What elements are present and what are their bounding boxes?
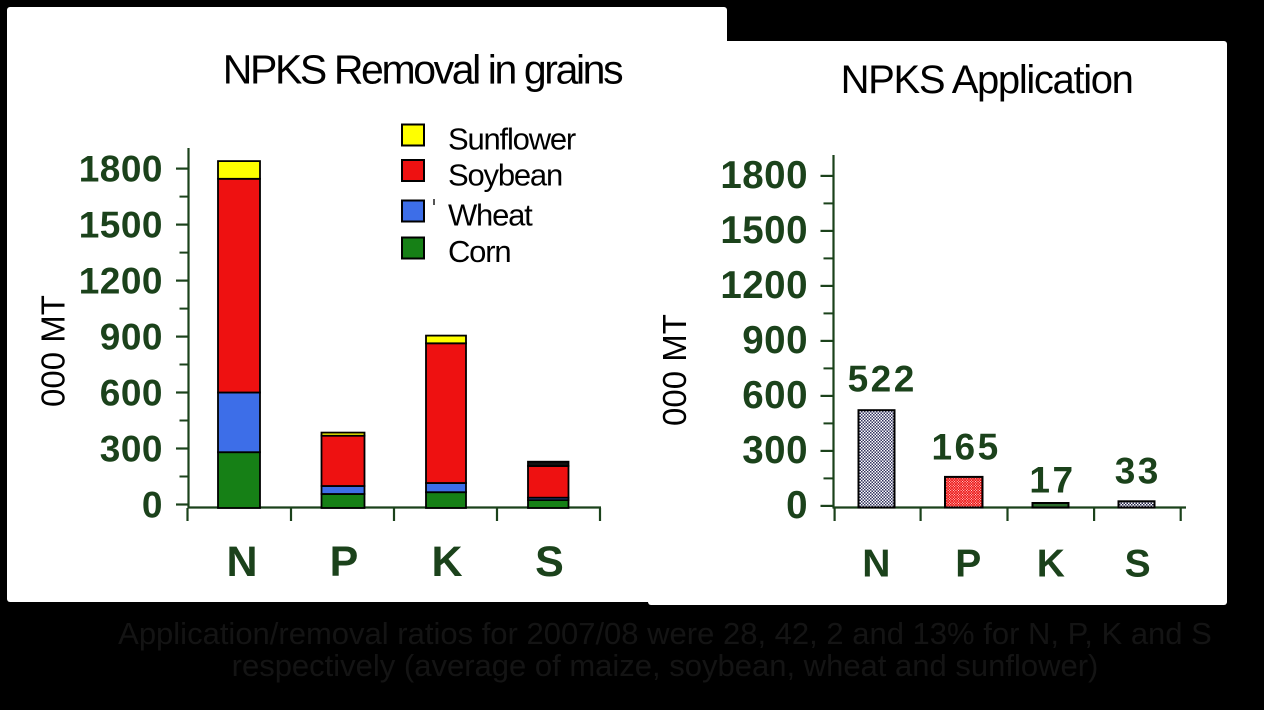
svg-text:600: 600 [100, 372, 163, 413]
svg-text:P: P [330, 538, 359, 586]
svg-text:Soybean: Soybean [448, 158, 562, 193]
svg-text:1800: 1800 [79, 149, 163, 190]
svg-text:000 MT: 000 MT [35, 295, 72, 407]
svg-text:165: 165 [931, 426, 1000, 467]
svg-text:300: 300 [100, 428, 163, 469]
svg-text:NPKS Application: NPKS Application [841, 58, 1133, 102]
svg-text:000 MT: 000 MT [656, 314, 693, 426]
svg-text:K: K [1037, 542, 1065, 585]
svg-text:0: 0 [142, 484, 163, 525]
svg-text:Corn: Corn [448, 234, 510, 269]
svg-text:900: 900 [100, 317, 163, 358]
svg-text:Sunflower: Sunflower [448, 122, 576, 157]
svg-text:NPKS Removal in grains: NPKS Removal in grains [223, 47, 623, 93]
svg-text:0: 0 [786, 484, 808, 527]
svg-text:P: P [955, 542, 981, 585]
svg-text:17: 17 [1029, 460, 1075, 501]
svg-text:Application/removal ratios for: Application/removal ratios for 2007/08 w… [118, 616, 1212, 651]
svg-text:33: 33 [1115, 451, 1161, 492]
svg-text:S: S [535, 538, 564, 586]
svg-text:respectively (average of maize: respectively (average of maize, soybean,… [232, 648, 1099, 683]
svg-text:1500: 1500 [720, 209, 808, 252]
svg-text:600: 600 [742, 374, 808, 417]
svg-text:N: N [862, 542, 890, 585]
svg-text:N: N [226, 538, 257, 586]
svg-text:522: 522 [848, 358, 917, 399]
svg-text:S: S [1125, 542, 1151, 585]
svg-text:1200: 1200 [720, 264, 808, 307]
svg-text:Wheat: Wheat [448, 198, 533, 233]
svg-text:1500: 1500 [79, 205, 163, 246]
svg-text:1800: 1800 [720, 154, 808, 197]
svg-text:K: K [431, 538, 462, 586]
svg-text:900: 900 [742, 319, 808, 362]
svg-text:1200: 1200 [79, 261, 163, 302]
svg-text:300: 300 [742, 429, 808, 472]
